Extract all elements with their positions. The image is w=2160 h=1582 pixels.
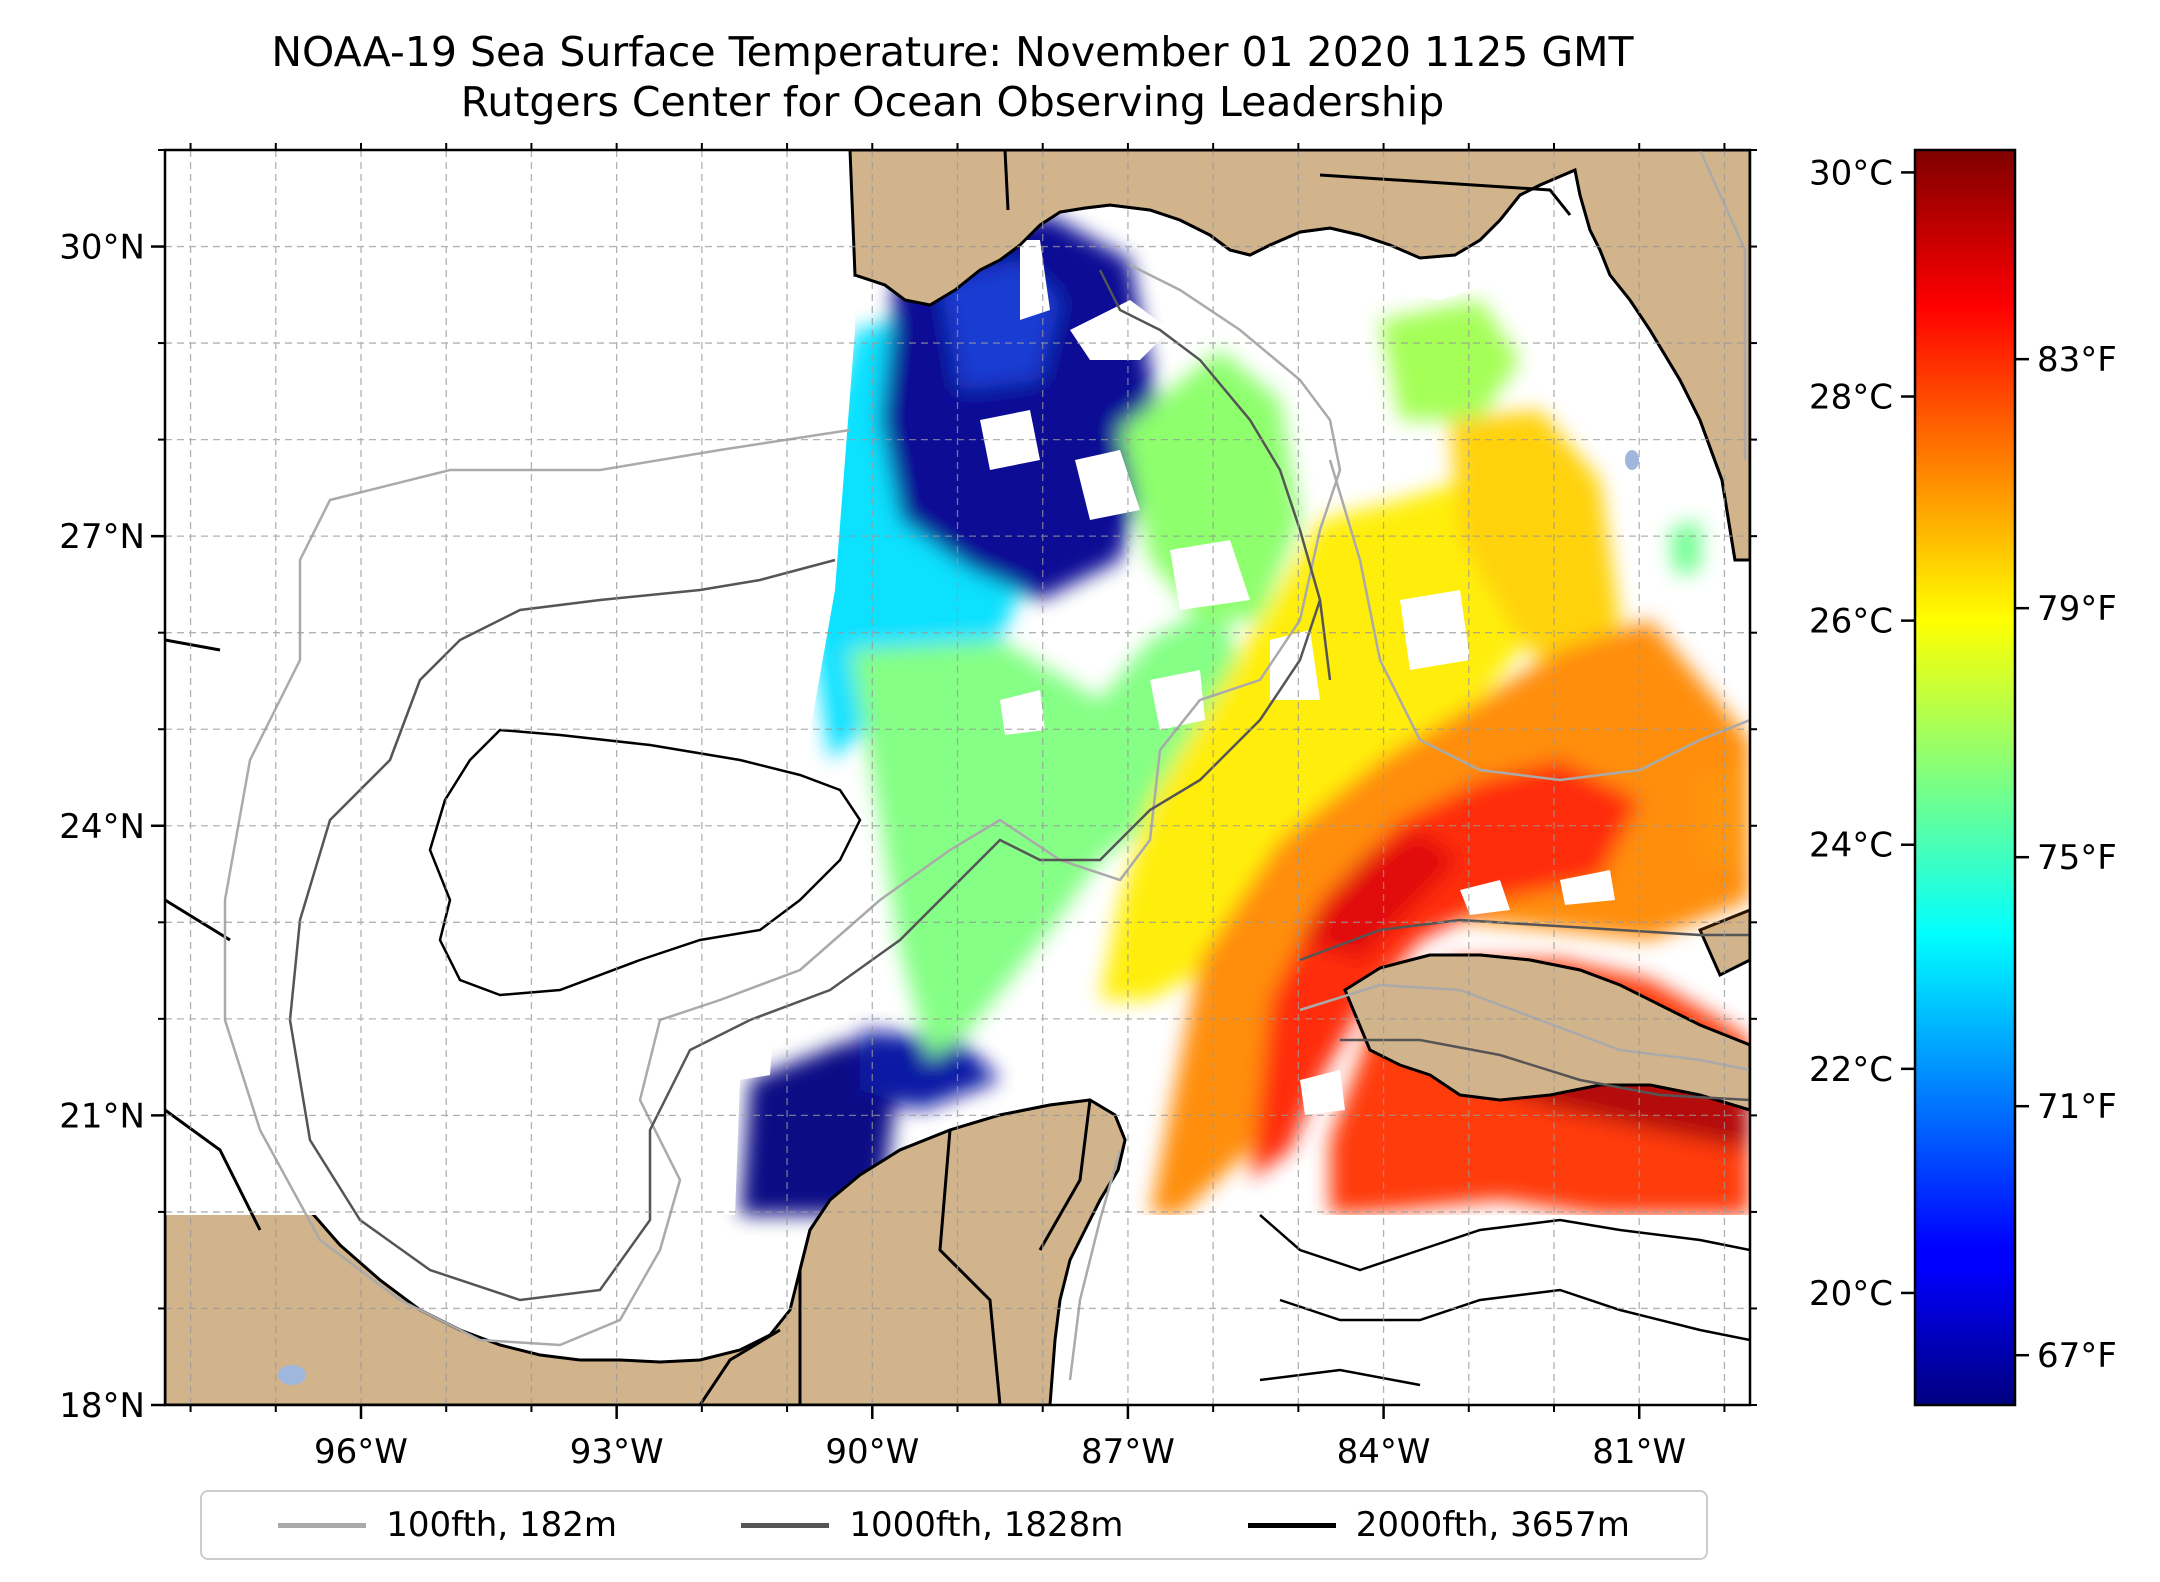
colorbar-fahrenheit-label: 67°F	[2037, 1336, 2117, 1376]
legend-line-1000fth	[741, 1522, 830, 1528]
contour-100fth	[223, 150, 1750, 1381]
longitude-axis: 96°W 93°W 90°W 87°W 84°W 81°W	[189, 143, 1726, 1472]
contour-2000fth	[428, 728, 1750, 1387]
lat-tick-label: 27°N	[59, 517, 145, 557]
legend-line-2000fth	[1247, 1522, 1336, 1528]
lat-tick-label: 18°N	[59, 1386, 145, 1426]
lon-tick-label: 93°W	[570, 1432, 664, 1472]
colorbar-celsius-label: 24°C	[1809, 826, 1893, 866]
legend-item: 2000fth, 3657m	[1247, 1505, 1630, 1545]
legend-label: 100fth, 182m	[386, 1505, 617, 1545]
colorbar: 20°C 22°C 24°C 26°C 28°C 30°C 67°F 71°F 75°F 79°…	[1809, 148, 2117, 1407]
colorbar-fahrenheit-label: 83°F	[2037, 340, 2117, 380]
contour-1000fth	[288, 269, 1750, 1302]
state-borders	[165, 150, 1572, 1405]
legend-line-100fth	[278, 1522, 367, 1528]
legend-item: 1000fth, 1828m	[741, 1505, 1123, 1545]
contour-legend: 100fth, 182m 1000fth, 1828m 2000fth, 365…	[200, 1490, 1708, 1560]
legend-item: 100fth, 182m	[278, 1505, 617, 1545]
lon-tick-label: 96°W	[314, 1432, 408, 1472]
lon-tick-label: 87°W	[1081, 1432, 1175, 1472]
legend-label: 1000fth, 1828m	[849, 1505, 1124, 1545]
colorbar-fahrenheit-label: 79°F	[2037, 589, 2117, 629]
colorbar-celsius-label: 28°C	[1809, 378, 1893, 418]
colorbar-celsius-axis: 20°C 22°C 24°C 26°C 28°C 30°C	[1809, 153, 1915, 1314]
lat-tick-label: 30°N	[59, 228, 145, 268]
gridlines	[165, 150, 1750, 1405]
map-subtitle: Rutgers Center for Ocean Observing Leade…	[460, 78, 1445, 126]
legend-label: 2000fth, 3657m	[1355, 1505, 1630, 1545]
map-panel: 96°W 93°W 90°W 87°W 84°W 81°W 18°N 21°N 24°N 27°…	[59, 143, 1757, 1472]
colorbar-celsius-label: 22°C	[1809, 1050, 1893, 1090]
colorbar-fahrenheit-axis: 67°F 71°F 75°F 79°F 83°F	[2015, 340, 2117, 1376]
lon-tick-label: 81°W	[1592, 1432, 1686, 1472]
lat-tick-label: 24°N	[59, 807, 145, 847]
lon-tick-label: 90°W	[825, 1432, 919, 1472]
colorbar-celsius-label: 30°C	[1809, 153, 1893, 193]
colorbar-fahrenheit-label: 75°F	[2037, 838, 2117, 878]
latitude-axis: 18°N 21°N 24°N 27°N 30°N	[59, 149, 1757, 1426]
colorbar-celsius-label: 26°C	[1809, 602, 1893, 642]
map-title: NOAA-19 Sea Surface Temperature: Novembe…	[271, 28, 1634, 76]
lon-tick-label: 84°W	[1337, 1432, 1431, 1472]
colorbar-scale	[1913, 148, 2017, 1407]
colorbar-celsius-label: 20°C	[1809, 1274, 1893, 1314]
colorbar-fahrenheit-label: 71°F	[2037, 1087, 2117, 1127]
lat-tick-label: 21°N	[59, 1096, 145, 1136]
